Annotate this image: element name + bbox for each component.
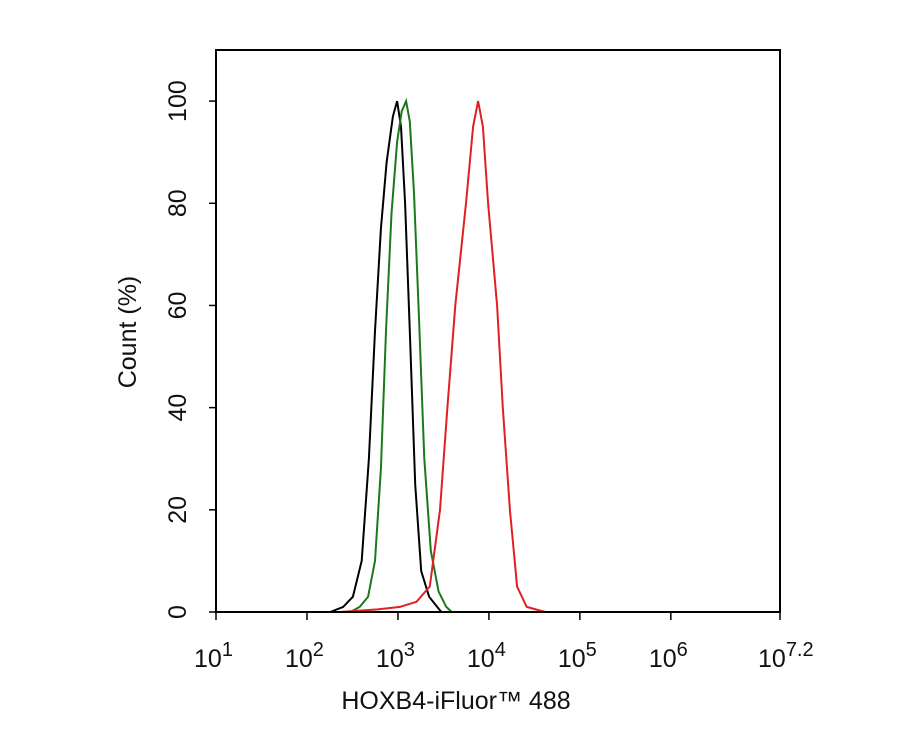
x-tick-base: 10 (194, 645, 222, 673)
x-tick-label: 104 (467, 639, 506, 673)
histogram-line (339, 100, 546, 613)
x-tick-base: 10 (558, 645, 586, 673)
x-tick-base: 10 (376, 645, 404, 673)
x-tick-exponent: 3 (404, 639, 415, 661)
y-axis-label: Count (%) (114, 276, 142, 389)
x-tick-exponent: 7.2 (786, 639, 814, 661)
y-tick-label: 40 (164, 394, 192, 422)
histogram-line (329, 100, 443, 613)
x-tick-label: 106 (649, 639, 688, 673)
x-tick-exponent: 2 (313, 639, 324, 661)
x-tick-label: 101 (194, 639, 233, 673)
plot-frame (215, 49, 781, 613)
y-tick-label: 0 (164, 605, 192, 619)
x-tick-exponent: 5 (586, 639, 597, 661)
histogram-line (349, 97, 453, 613)
x-tick-exponent: 1 (222, 639, 233, 661)
x-axis-label: HOXB4-iFluor™ 488 (341, 687, 570, 715)
y-tick-label: 20 (164, 496, 192, 524)
x-tick-exponent: 4 (495, 639, 506, 661)
y-tick-label: 100 (164, 80, 192, 122)
x-tick-label: 103 (376, 639, 415, 673)
x-tick-base: 10 (758, 645, 786, 673)
y-tick-label: 80 (164, 189, 192, 217)
x-tick-base: 10 (467, 645, 495, 673)
x-tick-label: 105 (558, 639, 597, 673)
x-tick-exponent: 6 (677, 639, 688, 661)
y-tick-label: 60 (164, 292, 192, 320)
x-tick-label: 102 (285, 639, 324, 673)
x-tick-base: 10 (649, 645, 677, 673)
x-tick-label: 107.2 (758, 639, 814, 673)
x-tick-base: 10 (285, 645, 313, 673)
